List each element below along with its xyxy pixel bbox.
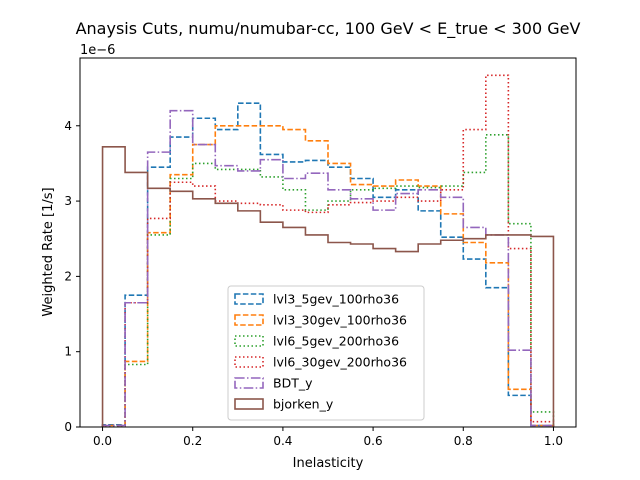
x-tick-label: 0.4 [273, 434, 292, 448]
x-ticks: 0.0 0.2 0.4 0.6 0.8 1.0 [93, 427, 563, 448]
legend-label-lvl6_30gev_200rho36: lvl6_30gev_200rho36 [273, 355, 407, 370]
legend-swatch-lvl6_5gev_200rho36 [234, 335, 264, 347]
legend-label-bjorken_y: bjorken_y [273, 397, 334, 412]
y-scale-note: 1e−6 [80, 43, 115, 58]
legend: lvl3_5gev_100rho36 lvl3_30gev_100rho36lvl… [227, 285, 425, 421]
series-bjorken_y [101, 146, 555, 427]
legend-swatch-lvl3_30gev_100rho36 [234, 314, 264, 326]
x-tick-label: 0.2 [183, 434, 202, 448]
y-tick-label: 3 [64, 194, 72, 208]
legend-label-lvl3_30gev_100rho36: lvl3_30gev_100rho36 [273, 313, 407, 328]
chart-title: Anaysis Cuts, numu/numubar-cc, 100 GeV <… [76, 19, 581, 39]
series-lvl3_30gev_100rho36 [101, 124, 555, 427]
y-tick-label: 0 [64, 420, 72, 434]
x-tick-label: 0.6 [364, 434, 383, 448]
plot-frame [79, 57, 577, 428]
legend-swatch-BDT_y [234, 377, 264, 389]
x-tick-label: 0.0 [93, 434, 112, 448]
y-ticks: 0 1 2 3 4 [64, 119, 80, 434]
x-tick-label: 1.0 [544, 434, 563, 448]
y-tick-label: 2 [64, 269, 72, 283]
y-tick-label: 4 [64, 119, 72, 133]
legend-label-lvl3_5gev_100rho36: lvl3_5gev_100rho36 [273, 292, 399, 307]
legend-swatch-bjorken_y [234, 398, 264, 410]
legend-label-BDT_y: BDT_y [273, 376, 313, 391]
legend-swatch-lvl6_30gev_200rho36 [234, 356, 264, 368]
legend-box [227, 285, 425, 421]
x-tick-label: 0.8 [454, 434, 473, 448]
series-lvl6_30gev_200rho36 [101, 74, 555, 427]
y-tick-label: 1 [64, 345, 72, 359]
series-BDT_y [101, 109, 555, 427]
series-layer [101, 74, 555, 427]
legend-label-lvl6_5gev_200rho36: lvl6_5gev_200rho36 [273, 334, 399, 349]
y-axis-label: Weighted Rate [1/s] [41, 187, 56, 316]
x-axis-label: Inelasticity [293, 456, 364, 471]
legend-swatch-lvl3_5gev_100rho36 [234, 293, 264, 305]
